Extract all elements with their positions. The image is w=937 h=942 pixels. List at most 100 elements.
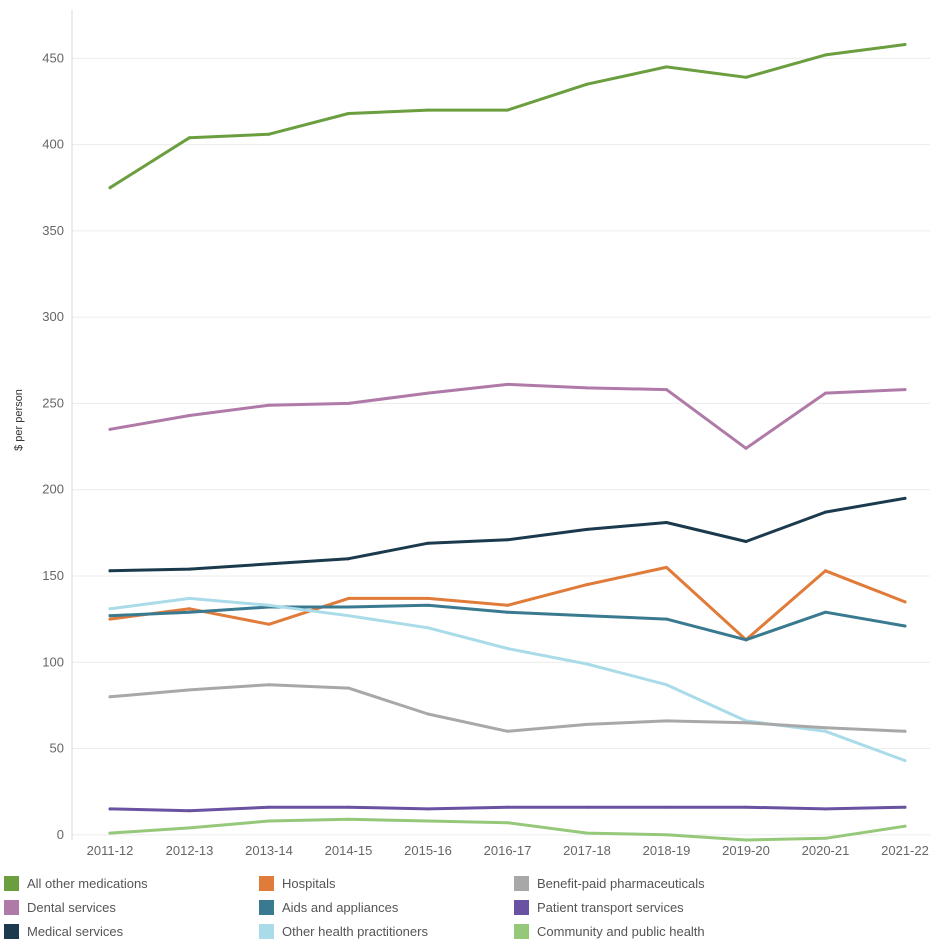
series-lines — [108, 43, 907, 842]
data-point-aids-and-appliances — [744, 638, 748, 642]
legend-label: Patient transport services — [537, 899, 684, 915]
data-point-medical-services — [824, 510, 827, 514]
data-point-dental-services — [267, 403, 271, 407]
legend-item-benefit-paid-pharmaceuticals[interactable]: Benefit-paid pharmaceuticals — [514, 872, 705, 894]
data-point-community-and-public-health — [506, 821, 509, 825]
data-point-medical-services — [585, 527, 589, 531]
data-point-all-other-medications — [188, 136, 191, 140]
data-point-dental-services — [426, 391, 430, 395]
x-tick-label: 2018-19 — [643, 843, 691, 858]
data-point-community-and-public-health — [426, 819, 430, 823]
y-axis-title: $ per person — [13, 389, 25, 451]
y-tick-label: 200 — [42, 482, 64, 497]
data-point-all-other-medications — [824, 53, 827, 57]
data-point-all-other-medications — [426, 108, 430, 112]
data-point-patient-transport-services — [188, 809, 191, 813]
y-tick-label: 250 — [42, 395, 64, 410]
series-line-all-other-medications — [108, 43, 907, 190]
x-tick-label: 2016-17 — [484, 843, 532, 858]
legend-item-dental-services[interactable]: Dental services — [4, 896, 116, 918]
data-point-dental-services — [506, 382, 509, 386]
data-point-aids-and-appliances — [903, 624, 907, 628]
data-point-aids-and-appliances — [506, 610, 509, 614]
legend-swatch — [259, 923, 274, 939]
data-point-benefit-paid-pharmaceuticals — [744, 721, 748, 725]
data-point-hospitals — [824, 569, 827, 573]
y-tick-label: 300 — [42, 309, 64, 324]
data-point-benefit-paid-pharmaceuticals — [267, 683, 271, 687]
data-point-benefit-paid-pharmaceuticals — [426, 712, 430, 716]
data-point-hospitals — [903, 600, 907, 604]
gridlines — [72, 57, 930, 836]
data-point-community-and-public-health — [267, 819, 271, 823]
legend-item-community-and-public-health[interactable]: Community and public health — [514, 920, 705, 942]
y-tick-label: 350 — [42, 223, 64, 238]
legend-label: Dental services — [27, 899, 116, 915]
data-point-benefit-paid-pharmaceuticals — [903, 729, 907, 733]
data-point-community-and-public-health — [903, 824, 907, 828]
legend-swatch — [514, 875, 529, 891]
data-point-other-health-practitioners — [108, 607, 112, 611]
data-point-aids-and-appliances — [585, 614, 589, 618]
data-point-other-health-practitioners — [665, 683, 668, 687]
data-point-benefit-paid-pharmaceuticals — [506, 729, 509, 733]
data-point-dental-services — [108, 427, 112, 431]
legend-item-all-other-medications[interactable]: All other medications — [4, 872, 148, 894]
legend-item-other-health-practitioners[interactable]: Other health practitioners — [259, 920, 428, 942]
legend-label: All other medications — [27, 875, 148, 891]
legend-item-patient-transport-services[interactable]: Patient transport services — [514, 896, 684, 918]
legend-label: Medical services — [27, 923, 124, 939]
data-point-all-other-medications — [506, 108, 509, 112]
legend-item-aids-and-appliances[interactable]: Aids and appliances — [259, 896, 398, 918]
series-line-benefit-paid-pharmaceuticals — [108, 683, 907, 733]
data-point-benefit-paid-pharmaceuticals — [188, 688, 191, 692]
y-tick-label: 400 — [42, 137, 64, 152]
data-point-patient-transport-services — [744, 805, 748, 809]
legend: All other medications Hospitals Benefit-… — [4, 870, 934, 939]
data-point-aids-and-appliances — [426, 603, 430, 607]
series-line-dental-services — [108, 382, 907, 450]
series-line-medical-services — [108, 496, 907, 573]
data-point-all-other-medications — [903, 43, 907, 47]
data-point-patient-transport-services — [585, 805, 589, 809]
data-point-other-health-practitioners — [267, 603, 271, 607]
data-point-community-and-public-health — [188, 826, 191, 830]
legend-item-medical-services[interactable]: Medical services — [4, 920, 123, 942]
legend-swatch — [514, 899, 529, 915]
x-tick-label: 2015-16 — [404, 843, 452, 858]
data-point-medical-services — [188, 567, 191, 571]
data-point-community-and-public-health — [744, 838, 748, 842]
data-point-dental-services — [665, 388, 668, 392]
y-tick-label: 0 — [57, 827, 64, 842]
legend-swatch — [259, 899, 274, 915]
data-point-patient-transport-services — [347, 805, 350, 809]
data-point-patient-transport-services — [824, 807, 827, 811]
data-point-hospitals — [188, 607, 191, 611]
data-point-aids-and-appliances — [108, 614, 112, 618]
data-point-patient-transport-services — [506, 805, 509, 809]
x-tick-label: 2012-13 — [166, 843, 214, 858]
data-point-other-health-practitioners — [347, 614, 350, 618]
data-point-benefit-paid-pharmaceuticals — [347, 686, 350, 690]
data-point-patient-transport-services — [903, 805, 907, 809]
x-tick-labels: 2011-12 2012-13 2013-14 2014-15 2015-16 2016-… — [87, 843, 929, 858]
legend-item-hospitals[interactable]: Hospitals — [259, 872, 335, 894]
data-point-benefit-paid-pharmaceuticals — [665, 719, 668, 723]
legend-swatch — [4, 899, 19, 915]
data-point-hospitals — [506, 603, 509, 607]
data-point-medical-services — [347, 557, 350, 561]
data-point-hospitals — [585, 583, 589, 587]
y-tick-label: 100 — [42, 654, 64, 669]
data-point-benefit-paid-pharmaceuticals — [585, 722, 589, 726]
series-line-aids-and-appliances — [108, 603, 907, 642]
data-point-dental-services — [824, 391, 827, 395]
x-tick-label: 2014-15 — [325, 843, 373, 858]
data-point-all-other-medications — [585, 82, 589, 86]
data-point-dental-services — [585, 386, 589, 390]
series-line-other-health-practitioners — [108, 596, 907, 763]
data-point-dental-services — [347, 401, 350, 405]
data-point-all-other-medications — [665, 65, 668, 69]
data-point-medical-services — [426, 541, 430, 545]
data-point-hospitals — [108, 617, 112, 621]
legend-label: Hospitals — [282, 875, 336, 891]
